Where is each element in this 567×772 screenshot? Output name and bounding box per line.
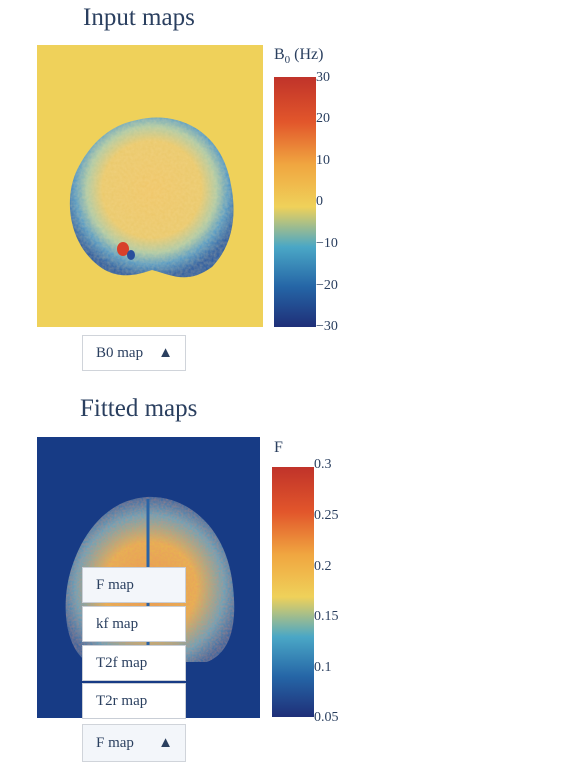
fitted-map-dropdown[interactable]: F map ▲ — [82, 724, 186, 762]
fitted-maps-title: Fitted maps — [80, 395, 198, 422]
b0-tick-20: 20 — [316, 111, 330, 126]
fitted-colorbar-gradient — [272, 467, 314, 717]
b0-tick-minus-10: −10 — [316, 236, 338, 251]
b0-colorbar-title: B0 (Hz) — [274, 46, 324, 67]
b0-tick-10: 10 — [316, 153, 330, 168]
caret-up-icon: ▲ — [158, 734, 173, 751]
b0-tick-minus-30: −30 — [316, 319, 338, 334]
b0-colorbar-gradient — [274, 77, 316, 327]
b0-heatmap-graphic — [37, 45, 263, 327]
caret-up-icon: ▲ — [158, 344, 173, 361]
input-map-dropdown-label: B0 map — [96, 344, 144, 361]
f-tick-0-05: 0.05 — [314, 710, 339, 725]
b0-tick-minus-20: −20 — [316, 278, 338, 293]
f-tick-0-1: 0.1 — [314, 660, 332, 675]
menu-item-t2r-map[interactable]: T2r map — [82, 683, 186, 719]
b0-colorbar — [274, 77, 316, 327]
b0-heatmap[interactable] — [37, 45, 263, 327]
input-map-dropdown[interactable]: B0 map ▲ — [82, 335, 186, 371]
menu-item-kf-map[interactable]: kf map — [82, 606, 186, 642]
menu-item-f-map[interactable]: F map — [82, 567, 186, 603]
menu-item-t2f-map[interactable]: T2f map — [82, 645, 186, 681]
f-tick-0-2: 0.2 — [314, 559, 332, 574]
b0-tick-0: 0 — [316, 194, 323, 209]
fitted-map-dropdown-label: F map — [96, 734, 134, 751]
fitted-colorbar-title: F — [274, 439, 283, 456]
f-tick-0-25: 0.25 — [314, 508, 339, 523]
b0-tick-30: 30 — [316, 70, 330, 85]
f-tick-0-15: 0.15 — [314, 609, 339, 624]
fitted-colorbar — [272, 467, 314, 717]
input-maps-title: Input maps — [83, 4, 195, 31]
f-tick-0-3: 0.3 — [314, 457, 332, 472]
